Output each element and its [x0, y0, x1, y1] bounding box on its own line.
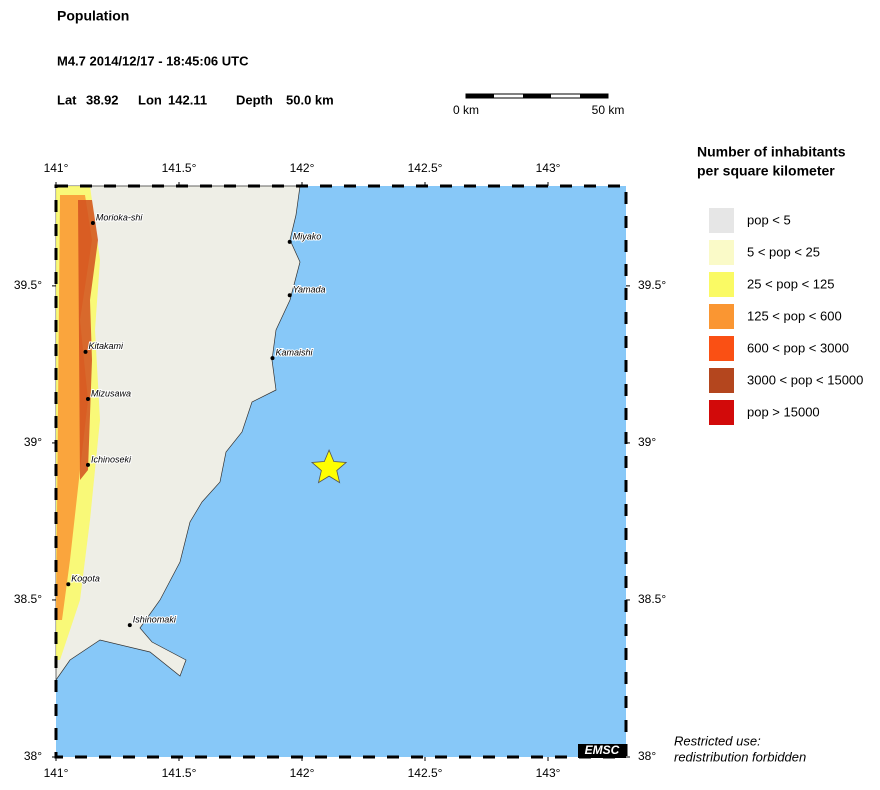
legend-label: pop > 15000: [747, 404, 820, 419]
city-label: Kamaishi: [275, 347, 313, 357]
lat-tick-label: 39°: [24, 435, 42, 449]
scale-end: 50 km: [592, 103, 625, 117]
title: Population: [57, 8, 129, 24]
city-marker: [287, 293, 292, 298]
city-label: Miyako: [293, 231, 322, 241]
legend-label: 25 < pop < 125: [747, 276, 834, 291]
lat-tick-label: 38°: [24, 749, 42, 763]
lat-tick-label: 38.5°: [14, 592, 42, 606]
legend-label: 5 < pop < 25: [747, 244, 820, 259]
lat-tick-label: 38.5°: [638, 592, 666, 606]
city-label: Yamada: [293, 285, 326, 295]
city-label: Kitakami: [89, 341, 125, 351]
depth-value: 50.0 km: [286, 92, 334, 107]
city-marker: [90, 221, 95, 226]
lon-tick-label: 143°: [536, 766, 561, 780]
legend-swatch: [709, 400, 734, 425]
scale-bar: [465, 93, 609, 99]
badge: EMSC: [585, 743, 620, 757]
lon-tick-label: 141°: [44, 161, 69, 175]
footer: redistribution forbidden: [674, 749, 806, 764]
legend-title: per square kilometer: [697, 163, 835, 179]
city-label: Ishinomaki: [133, 614, 177, 624]
city-marker: [85, 462, 90, 467]
legend-title: Number of inhabitants: [697, 144, 846, 160]
lon-label: Lon: [138, 92, 162, 107]
city-marker: [287, 239, 292, 244]
population-area: [56, 195, 92, 620]
badge-bg: [578, 744, 626, 758]
legend-label: 3000 < pop < 15000: [747, 372, 863, 387]
lat-tick-label: 39°: [638, 435, 656, 449]
legend-swatch: [709, 240, 734, 265]
lon-tick-label: 143°: [536, 161, 561, 175]
city-label: Kogota: [71, 574, 100, 584]
lat-tick-label: 39.5°: [638, 278, 666, 292]
footer: Restricted use:: [674, 733, 761, 748]
frame: [54, 184, 628, 759]
legend-swatch: [709, 272, 734, 297]
lat-value: 38.92: [86, 92, 119, 107]
epicenter: [310, 449, 348, 484]
lon-tick-label: 141.5°: [162, 161, 197, 175]
city-marker: [85, 396, 90, 401]
population-area: [78, 200, 98, 480]
event: M4.7 2014/12/17 - 18:45:06 UTC: [57, 53, 249, 68]
map: Morioka-shi Miyako Yamada Kamaishi Kitakami M…: [14, 161, 667, 780]
city-marker: [127, 623, 132, 628]
city-label: Ichinoseki: [91, 454, 132, 464]
lat-label: Lat: [57, 92, 77, 107]
lon-tick-label: 142°: [290, 766, 315, 780]
land: [55, 185, 301, 682]
legend-label: 600 < pop < 3000: [747, 340, 849, 355]
depth-label: Depth: [236, 92, 273, 107]
legend-swatch: [709, 208, 734, 233]
lon-tick-label: 141°: [44, 766, 69, 780]
lon-value: 142.11: [168, 92, 207, 107]
legend-swatch: [709, 336, 734, 361]
lon-tick-label: 142.5°: [408, 161, 443, 175]
lon-tick-label: 142°: [290, 161, 315, 175]
scale-start: 0 km: [453, 103, 479, 117]
legend-label: 125 < pop < 600: [747, 308, 842, 323]
legend-swatch: [709, 368, 734, 393]
legend-swatch: [709, 304, 734, 329]
legend: pop < 5 5 < pop < 25 25 < pop < 125 125 < p…: [709, 208, 863, 425]
city-marker: [270, 356, 275, 361]
city-marker: [66, 582, 71, 587]
city-label: Morioka-shi: [96, 212, 144, 222]
city-marker: [83, 349, 88, 354]
legend-label: pop < 5: [747, 212, 791, 227]
city-label: Mizusawa: [91, 388, 131, 398]
lat-tick-label: 39.5°: [14, 278, 42, 292]
lon-tick-label: 141.5°: [162, 766, 197, 780]
lat-tick-label: 38°: [638, 749, 656, 763]
lon-tick-label: 142.5°: [408, 766, 443, 780]
